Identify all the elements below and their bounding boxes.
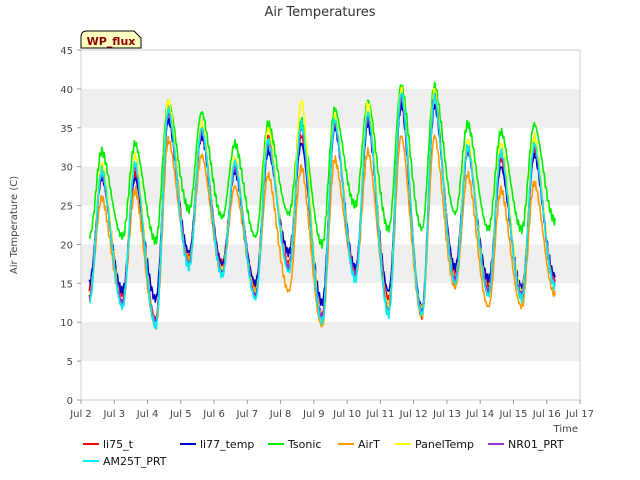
x-tick-label: Jul 8 bbox=[269, 409, 292, 420]
legend-label: AM25T_PRT bbox=[103, 455, 167, 468]
legend-label: AirT bbox=[358, 438, 380, 451]
legend-label: li77_temp bbox=[200, 438, 254, 451]
grid-band bbox=[81, 244, 580, 284]
x-axis: Jul 2 Jul 3 Jul 4 Jul 5 Jul 6 Jul 7 Jul 8 Jul 9… bbox=[69, 400, 594, 420]
x-tick-label: Jul 7 bbox=[236, 409, 259, 420]
x-tick-label: Jul 3 bbox=[102, 409, 125, 420]
chart-title: Air Temperatures bbox=[264, 5, 375, 20]
grid-band bbox=[81, 322, 580, 362]
wp-flux-badge: WP_flux bbox=[80, 30, 142, 49]
grid-band bbox=[81, 88, 580, 128]
badge-label: WP_flux bbox=[87, 35, 136, 48]
x-tick-label: Jul 17 bbox=[565, 409, 594, 420]
series-layer bbox=[88, 81, 556, 330]
y-tick-label: 0 bbox=[67, 396, 73, 407]
plot-frame bbox=[80, 49, 581, 401]
x-tick-label: Jul 15 bbox=[498, 409, 527, 420]
x-tick-label: Jul 11 bbox=[365, 409, 394, 420]
legend-label: NR01_PRT bbox=[508, 438, 564, 451]
y-tick-label: 5 bbox=[67, 357, 73, 368]
legend-label: PanelTemp bbox=[415, 438, 474, 451]
y-tick-label: 35 bbox=[60, 124, 73, 135]
y-tick-label: 45 bbox=[60, 46, 73, 57]
legend-label: li75_t bbox=[103, 438, 134, 451]
x-tick-label: Jul 16 bbox=[532, 409, 561, 420]
x-tick-label: Jul 14 bbox=[465, 409, 494, 420]
legend: li75_t li77_temp Tsonic AirT PanelTemp NR01_P… bbox=[83, 438, 564, 468]
y-tick-label: 30 bbox=[60, 163, 73, 174]
legend-label: Tsonic bbox=[287, 438, 321, 451]
x-tick-label: Jul 10 bbox=[332, 409, 361, 420]
x-tick-label: Jul 4 bbox=[136, 409, 159, 420]
x-tick-label: Jul 13 bbox=[432, 409, 461, 420]
badge-shape bbox=[80, 30, 142, 49]
x-tick-label: Jul 2 bbox=[69, 409, 92, 420]
x-tick-label: Jul 6 bbox=[202, 409, 225, 420]
series-line-am25t-prt bbox=[88, 92, 556, 330]
x-tick-label: Jul 9 bbox=[302, 409, 325, 420]
x-tick-label: Jul 5 bbox=[169, 409, 192, 420]
y-tick-label: 25 bbox=[60, 202, 73, 213]
y-tick-label: 20 bbox=[60, 240, 73, 251]
y-tick-label: 40 bbox=[60, 85, 73, 96]
y-axis: 0 5 10 15 20 25 30 35 40 45 bbox=[60, 46, 81, 407]
x-tick-label: Jul 12 bbox=[399, 409, 428, 420]
y-tick-label: 15 bbox=[60, 279, 73, 290]
x-axis-label: Time bbox=[553, 424, 578, 435]
y-tick-label: 10 bbox=[60, 318, 73, 329]
y-axis-label: Air Temperature (C) bbox=[9, 176, 20, 274]
